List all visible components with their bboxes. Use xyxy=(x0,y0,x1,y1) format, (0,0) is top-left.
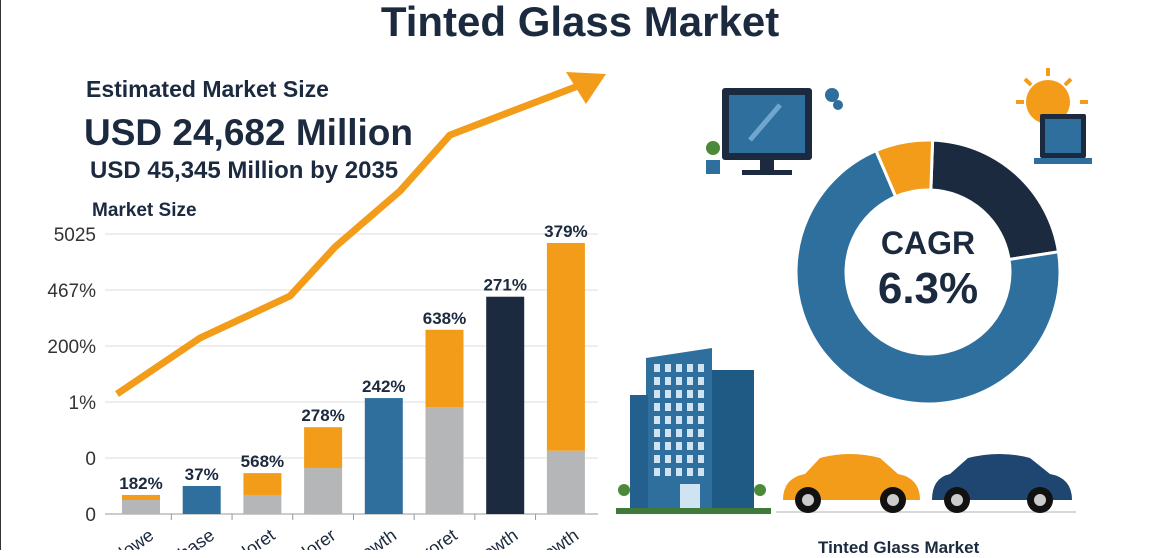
x-tick-label: hase xyxy=(175,525,218,550)
window xyxy=(698,364,704,372)
window xyxy=(687,377,693,385)
window xyxy=(676,442,682,450)
window xyxy=(698,468,704,476)
window xyxy=(698,429,704,437)
bar-top xyxy=(546,242,585,451)
window xyxy=(676,364,682,372)
building-icon xyxy=(616,348,771,514)
current-market-size: USD 24,682 Million xyxy=(84,112,413,153)
bar-top xyxy=(425,329,464,408)
cars-icon xyxy=(776,454,1076,513)
data-label: 379% xyxy=(544,222,587,241)
window xyxy=(687,429,693,437)
bar-base xyxy=(546,450,585,514)
bar-base xyxy=(364,398,403,514)
bar-base xyxy=(304,468,343,514)
window xyxy=(676,377,682,385)
window xyxy=(654,364,660,372)
data-label: 638% xyxy=(423,309,466,328)
cagr-label: CAGR xyxy=(880,225,976,261)
window xyxy=(665,468,671,476)
monitor-icon xyxy=(706,88,843,175)
window xyxy=(654,455,660,463)
window xyxy=(687,364,693,372)
x-tick-label: loret xyxy=(239,525,279,550)
window xyxy=(676,455,682,463)
page-title: Tinted Glass Market xyxy=(380,0,780,45)
donut-slice-orange xyxy=(874,138,935,199)
window xyxy=(687,468,693,476)
window xyxy=(654,377,660,385)
estimated-market-size-label: Estimated Market Size xyxy=(86,76,329,102)
bar-base xyxy=(122,500,160,514)
y-tick-label: 5025 xyxy=(54,225,96,246)
x-tick-label: owth xyxy=(479,525,522,550)
window xyxy=(698,403,704,411)
donut-slice-blue xyxy=(794,148,1062,406)
x-tick-label: roret xyxy=(419,525,461,550)
window xyxy=(698,455,704,463)
window xyxy=(687,455,693,463)
x-tick-label: lorer xyxy=(298,525,339,550)
window xyxy=(654,468,660,476)
window xyxy=(654,429,660,437)
window xyxy=(676,429,682,437)
chart-title: Market Size xyxy=(92,200,197,221)
trend-arrow-head xyxy=(566,72,606,104)
footer-title: Tinted Glass Market xyxy=(818,538,980,557)
bar-top xyxy=(243,473,282,495)
window xyxy=(654,390,660,398)
bar-base xyxy=(182,486,221,514)
future-market-size: USD 45,345 Million by 2035 xyxy=(90,157,399,184)
window xyxy=(676,403,682,411)
x-tick-label: rowth xyxy=(535,525,583,550)
data-label: 182% xyxy=(119,474,162,493)
bar-base xyxy=(243,494,282,514)
window xyxy=(676,416,682,424)
y-tick-label: 1% xyxy=(69,393,97,414)
window xyxy=(687,390,693,398)
bar-base xyxy=(425,407,464,514)
x-tick-label: lowe xyxy=(115,525,157,550)
window xyxy=(665,429,671,437)
window xyxy=(687,403,693,411)
data-label: 37% xyxy=(185,465,219,484)
bar-base xyxy=(486,296,525,514)
window xyxy=(698,442,704,450)
window xyxy=(665,416,671,424)
bar-top xyxy=(304,427,343,469)
window xyxy=(665,390,671,398)
window xyxy=(676,390,682,398)
window xyxy=(665,455,671,463)
data-label: 278% xyxy=(301,406,344,425)
y-tick-label: 467% xyxy=(47,281,96,302)
window xyxy=(665,442,671,450)
cagr-value: 6.3% xyxy=(877,264,979,313)
y-tick-label: 0 xyxy=(85,505,96,526)
window xyxy=(687,416,693,424)
window xyxy=(665,377,671,385)
window xyxy=(698,390,704,398)
window xyxy=(687,442,693,450)
y-tick-label: 200% xyxy=(47,337,96,358)
data-label: 242% xyxy=(362,377,405,396)
bar-top xyxy=(122,494,160,500)
window xyxy=(654,403,660,411)
trend-line xyxy=(115,82,580,397)
window xyxy=(665,364,671,372)
window xyxy=(698,377,704,385)
data-label: 568% xyxy=(241,452,284,471)
window xyxy=(654,442,660,450)
x-tick-label: rowth xyxy=(353,525,401,550)
window xyxy=(665,403,671,411)
y-tick-label: 0 xyxy=(85,449,96,470)
window xyxy=(698,416,704,424)
cagr-callout: CAGR 6.3% xyxy=(828,225,1028,314)
sun-laptop-icon xyxy=(1016,68,1092,164)
window xyxy=(654,416,660,424)
window xyxy=(676,468,682,476)
data-label: 271% xyxy=(483,276,526,295)
